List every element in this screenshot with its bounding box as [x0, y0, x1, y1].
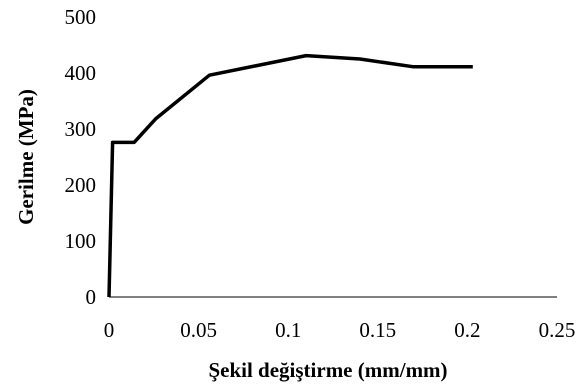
y-tick-labels: 0 100 200 300 400 500 — [65, 5, 97, 309]
x-tick-label: 0.25 — [539, 318, 576, 342]
y-tick-label: 300 — [65, 117, 97, 141]
x-tick-labels: 0 0.05 0.1 0.15 0.2 0.25 — [104, 318, 576, 342]
y-axis-title: Gerilme (MPa) — [14, 89, 38, 225]
y-tick-label: 100 — [65, 229, 97, 253]
stress-strain-line — [107, 53, 473, 298]
x-tick-label: 0.05 — [180, 318, 217, 342]
y-tick-label: 500 — [65, 5, 97, 29]
x-tick-label: 0.15 — [359, 318, 396, 342]
y-tick-label: 400 — [65, 61, 97, 85]
x-axis-title: Şekil değiştirme (mm/mm) — [208, 358, 447, 382]
y-tick-label: 0 — [86, 285, 97, 309]
x-tick-label: 0.2 — [454, 318, 480, 342]
x-tick-label: 0.1 — [275, 318, 301, 342]
x-tick-label: 0 — [104, 318, 115, 342]
y-tick-label: 200 — [65, 173, 97, 197]
